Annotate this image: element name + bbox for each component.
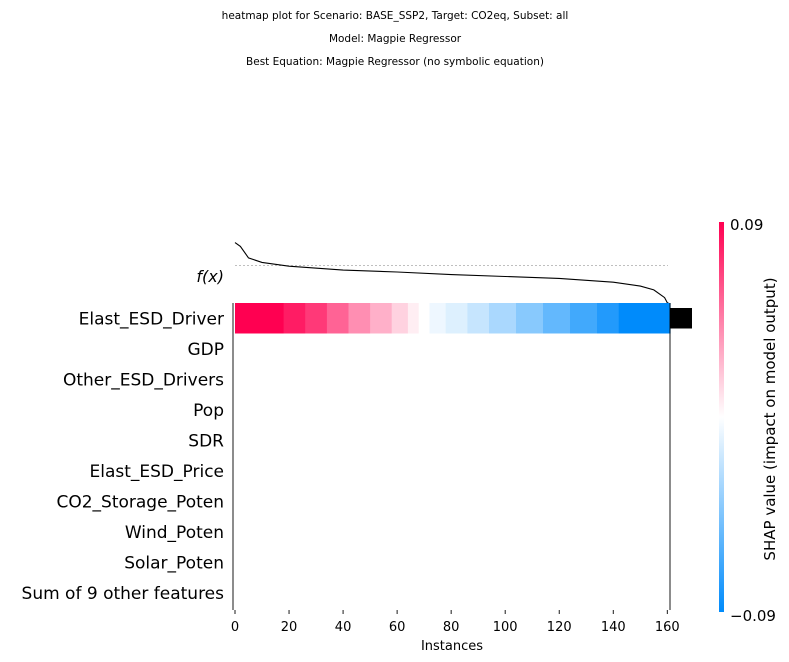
heatmap-cell	[618, 303, 671, 334]
x-tick-label: 40	[335, 620, 352, 635]
x-tick-label: 100	[493, 620, 518, 635]
heatmap-cell	[467, 303, 490, 334]
colorbar: 0.09 −0.09 SHAP value (impact on model o…	[719, 216, 779, 625]
feature-label: Sum of 9 other features	[22, 584, 225, 604]
heatmap-cell	[418, 303, 431, 334]
colorbar-label: SHAP value (impact on model output)	[761, 277, 779, 560]
fx-panel: f(x)	[196, 242, 671, 305]
heatmap-cell	[445, 303, 468, 334]
heatmap-cell	[543, 303, 571, 334]
x-tick-label: 80	[443, 620, 460, 635]
heatmap-cell	[326, 303, 350, 334]
heatmap-cell	[235, 303, 285, 334]
fx-label: f(x)	[196, 267, 224, 286]
heatmap-cell	[429, 303, 447, 334]
x-axis-ticks: 0 20 40 60 80 100 120 140 160	[231, 610, 680, 635]
x-tick-label: 0	[231, 620, 239, 635]
heatmap-cell	[407, 303, 420, 334]
feature-importance-bars	[670, 308, 692, 329]
feature-label: SDR	[188, 431, 224, 451]
feature-labels: Elast_ESD_Driver GDP Other_ESD_Drivers Pop S…	[22, 309, 225, 604]
figure-title-line-1: heatmap plot for Scenario: BASE_SSP2, Ta…	[222, 10, 569, 22]
feature-label: CO2_Storage_Poten	[56, 492, 224, 512]
feature-label: Pop	[193, 401, 224, 421]
heatmap-cell	[391, 303, 409, 334]
heatmap-cell	[516, 303, 544, 334]
heatmap-cell	[283, 303, 306, 334]
axes: 0 20 40 60 80 100 120 140 160 Instances	[231, 303, 680, 654]
feature-label: Elast_ESD_Price	[90, 462, 225, 482]
figure-title-line-3: Best Equation: Magpie Regressor (no symb…	[246, 56, 544, 68]
heatmap-cell	[305, 303, 328, 334]
x-tick-label: 20	[281, 620, 298, 635]
feature-label: Elast_ESD_Driver	[79, 309, 224, 329]
x-tick-label: 120	[547, 620, 572, 635]
x-tick-label: 140	[601, 620, 626, 635]
heatmap-cell	[489, 303, 517, 334]
figure-title-line-2: Model: Magpie Regressor	[329, 33, 462, 45]
feature-label: GDP	[187, 340, 224, 360]
x-tick-label: 60	[389, 620, 406, 635]
feature-label: Wind_Poten	[125, 523, 224, 543]
heatmap-cell	[570, 303, 598, 334]
heatmap-cells	[235, 303, 671, 334]
fx-curve	[234, 242, 671, 305]
feature-label: Other_ESD_Drivers	[63, 370, 224, 390]
heatmap-cell	[597, 303, 620, 334]
heatmap-cell	[348, 303, 371, 334]
feature-label: Solar_Poten	[124, 553, 224, 573]
colorbar-min-label: −0.09	[730, 607, 776, 625]
importance-bar	[670, 308, 692, 329]
x-axis-label: Instances	[421, 639, 483, 654]
colorbar-max-label: 0.09	[730, 216, 763, 234]
x-tick-label: 160	[655, 620, 680, 635]
colorbar-gradient	[719, 222, 724, 612]
heatmap-cell	[370, 303, 393, 334]
